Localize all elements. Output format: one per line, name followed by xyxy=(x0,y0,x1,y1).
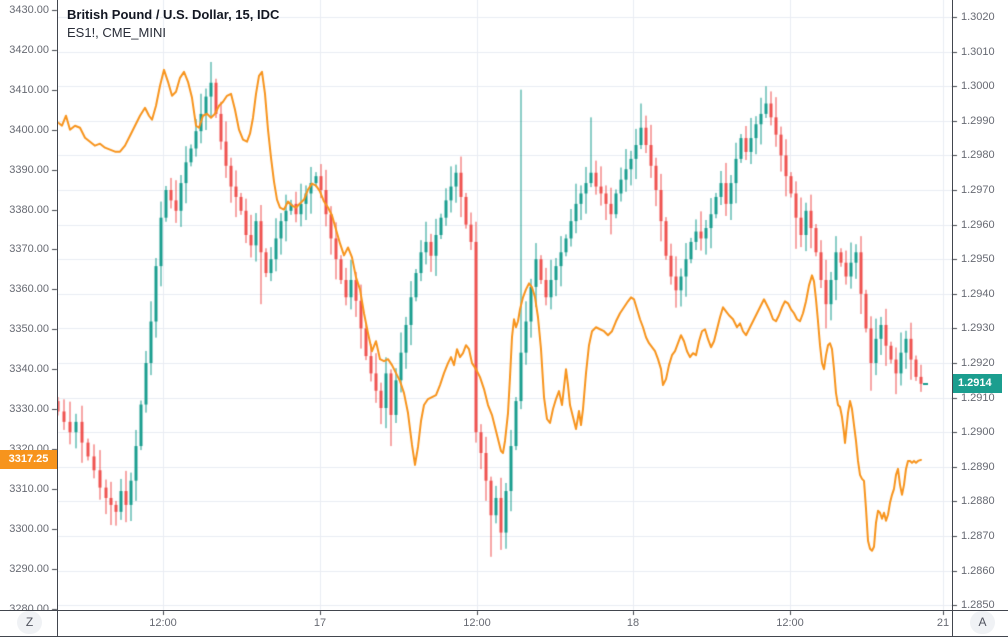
time-axis-label: 17 xyxy=(313,617,327,629)
left-axis-tick-label: 3310.00 xyxy=(9,482,49,495)
right-axis-tick-label: 1.3000 xyxy=(961,80,995,93)
right-axis-tick-label: 1.2920 xyxy=(961,357,995,370)
left-axis-tick-label: 3340.00 xyxy=(9,363,49,376)
right-axis-tick-label: 1.2910 xyxy=(961,391,995,404)
left-axis-tick-label: 3360.00 xyxy=(9,283,49,296)
left-axis-tick-label: 3300.00 xyxy=(9,522,49,535)
right-axis-tick-label: 1.3010 xyxy=(961,45,995,58)
timezone-button[interactable]: Z xyxy=(17,611,42,634)
es1-last-price-badge: 3317.25 xyxy=(0,450,57,470)
left-axis-tick-label: 3290.00 xyxy=(9,562,49,575)
time-axis[interactable]: 12:00 17 12:00 18 12:00 21 xyxy=(0,610,1008,641)
right-axis-tick-label: 1.2960 xyxy=(961,218,995,231)
left-axis-tick-label: 3380.00 xyxy=(9,203,49,216)
right-axis-tick-label: 1.2930 xyxy=(961,322,995,335)
gbpusd-last-price-badge: 1.2914 xyxy=(953,374,1002,394)
left-axis-tick-label: 3370.00 xyxy=(9,243,49,256)
time-axis-label: 12:00 xyxy=(463,617,491,629)
right-axis-tick-label: 1.2940 xyxy=(961,287,995,300)
right-axis-tick-label: 1.2880 xyxy=(961,495,995,508)
time-axis-label: 21 xyxy=(936,617,950,629)
left-axis-tick-label: 3410.00 xyxy=(9,83,49,96)
main-symbol-title[interactable]: British Pound / U.S. Dollar, 15, IDC xyxy=(67,7,280,22)
time-axis-label: 18 xyxy=(626,617,640,629)
time-axis-separator xyxy=(0,610,1008,611)
right-axis-tick-label: 1.2990 xyxy=(961,114,995,127)
auto-scale-button[interactable]: A xyxy=(970,611,995,634)
right-price-axis[interactable]: 1.3020 1.3010 1.3000 1.2990 1.2980 1.2970 1.29… xyxy=(952,0,1008,610)
right-axis-tick-label: 1.2900 xyxy=(961,426,995,439)
right-axis-tick-label: 1.3020 xyxy=(961,11,995,23)
right-axis-separator xyxy=(952,0,953,637)
right-axis-tick-label: 1.2860 xyxy=(961,564,995,577)
left-axis-tick-label: 3350.00 xyxy=(9,323,49,336)
right-axis-tick-label: 1.2980 xyxy=(961,149,995,162)
chart-legend: British Pound / U.S. Dollar, 15, IDC ES1… xyxy=(67,6,279,42)
right-axis-tick-label: 1.2970 xyxy=(961,184,995,196)
left-axis-tick-label: 3280.00 xyxy=(9,602,49,610)
time-axis-label: 12:00 xyxy=(776,617,804,629)
left-axis-tick-label: 3330.00 xyxy=(9,403,49,416)
right-axis-tick-label: 1.2890 xyxy=(961,460,995,473)
left-axis-tick-label: 3430.00 xyxy=(9,4,49,16)
right-axis-tick-label: 1.2950 xyxy=(961,253,995,266)
left-axis-tick-label: 3390.00 xyxy=(9,163,49,176)
right-axis-tick-label: 1.2870 xyxy=(961,530,995,543)
left-axis-separator xyxy=(57,0,58,637)
bottom-border xyxy=(0,636,1008,637)
overlay-symbol-title[interactable]: ES1!, CME_MINI xyxy=(67,25,166,40)
right-axis-tick-label: 1.2850 xyxy=(961,599,995,610)
time-axis-label: 12:00 xyxy=(149,617,177,629)
left-price-axis[interactable]: 3430.00 3420.00 3410.00 3400.00 3390.00 3380.… xyxy=(0,0,57,610)
left-axis-tick-label: 3420.00 xyxy=(9,43,49,56)
left-axis-tick-label: 3400.00 xyxy=(9,123,49,136)
